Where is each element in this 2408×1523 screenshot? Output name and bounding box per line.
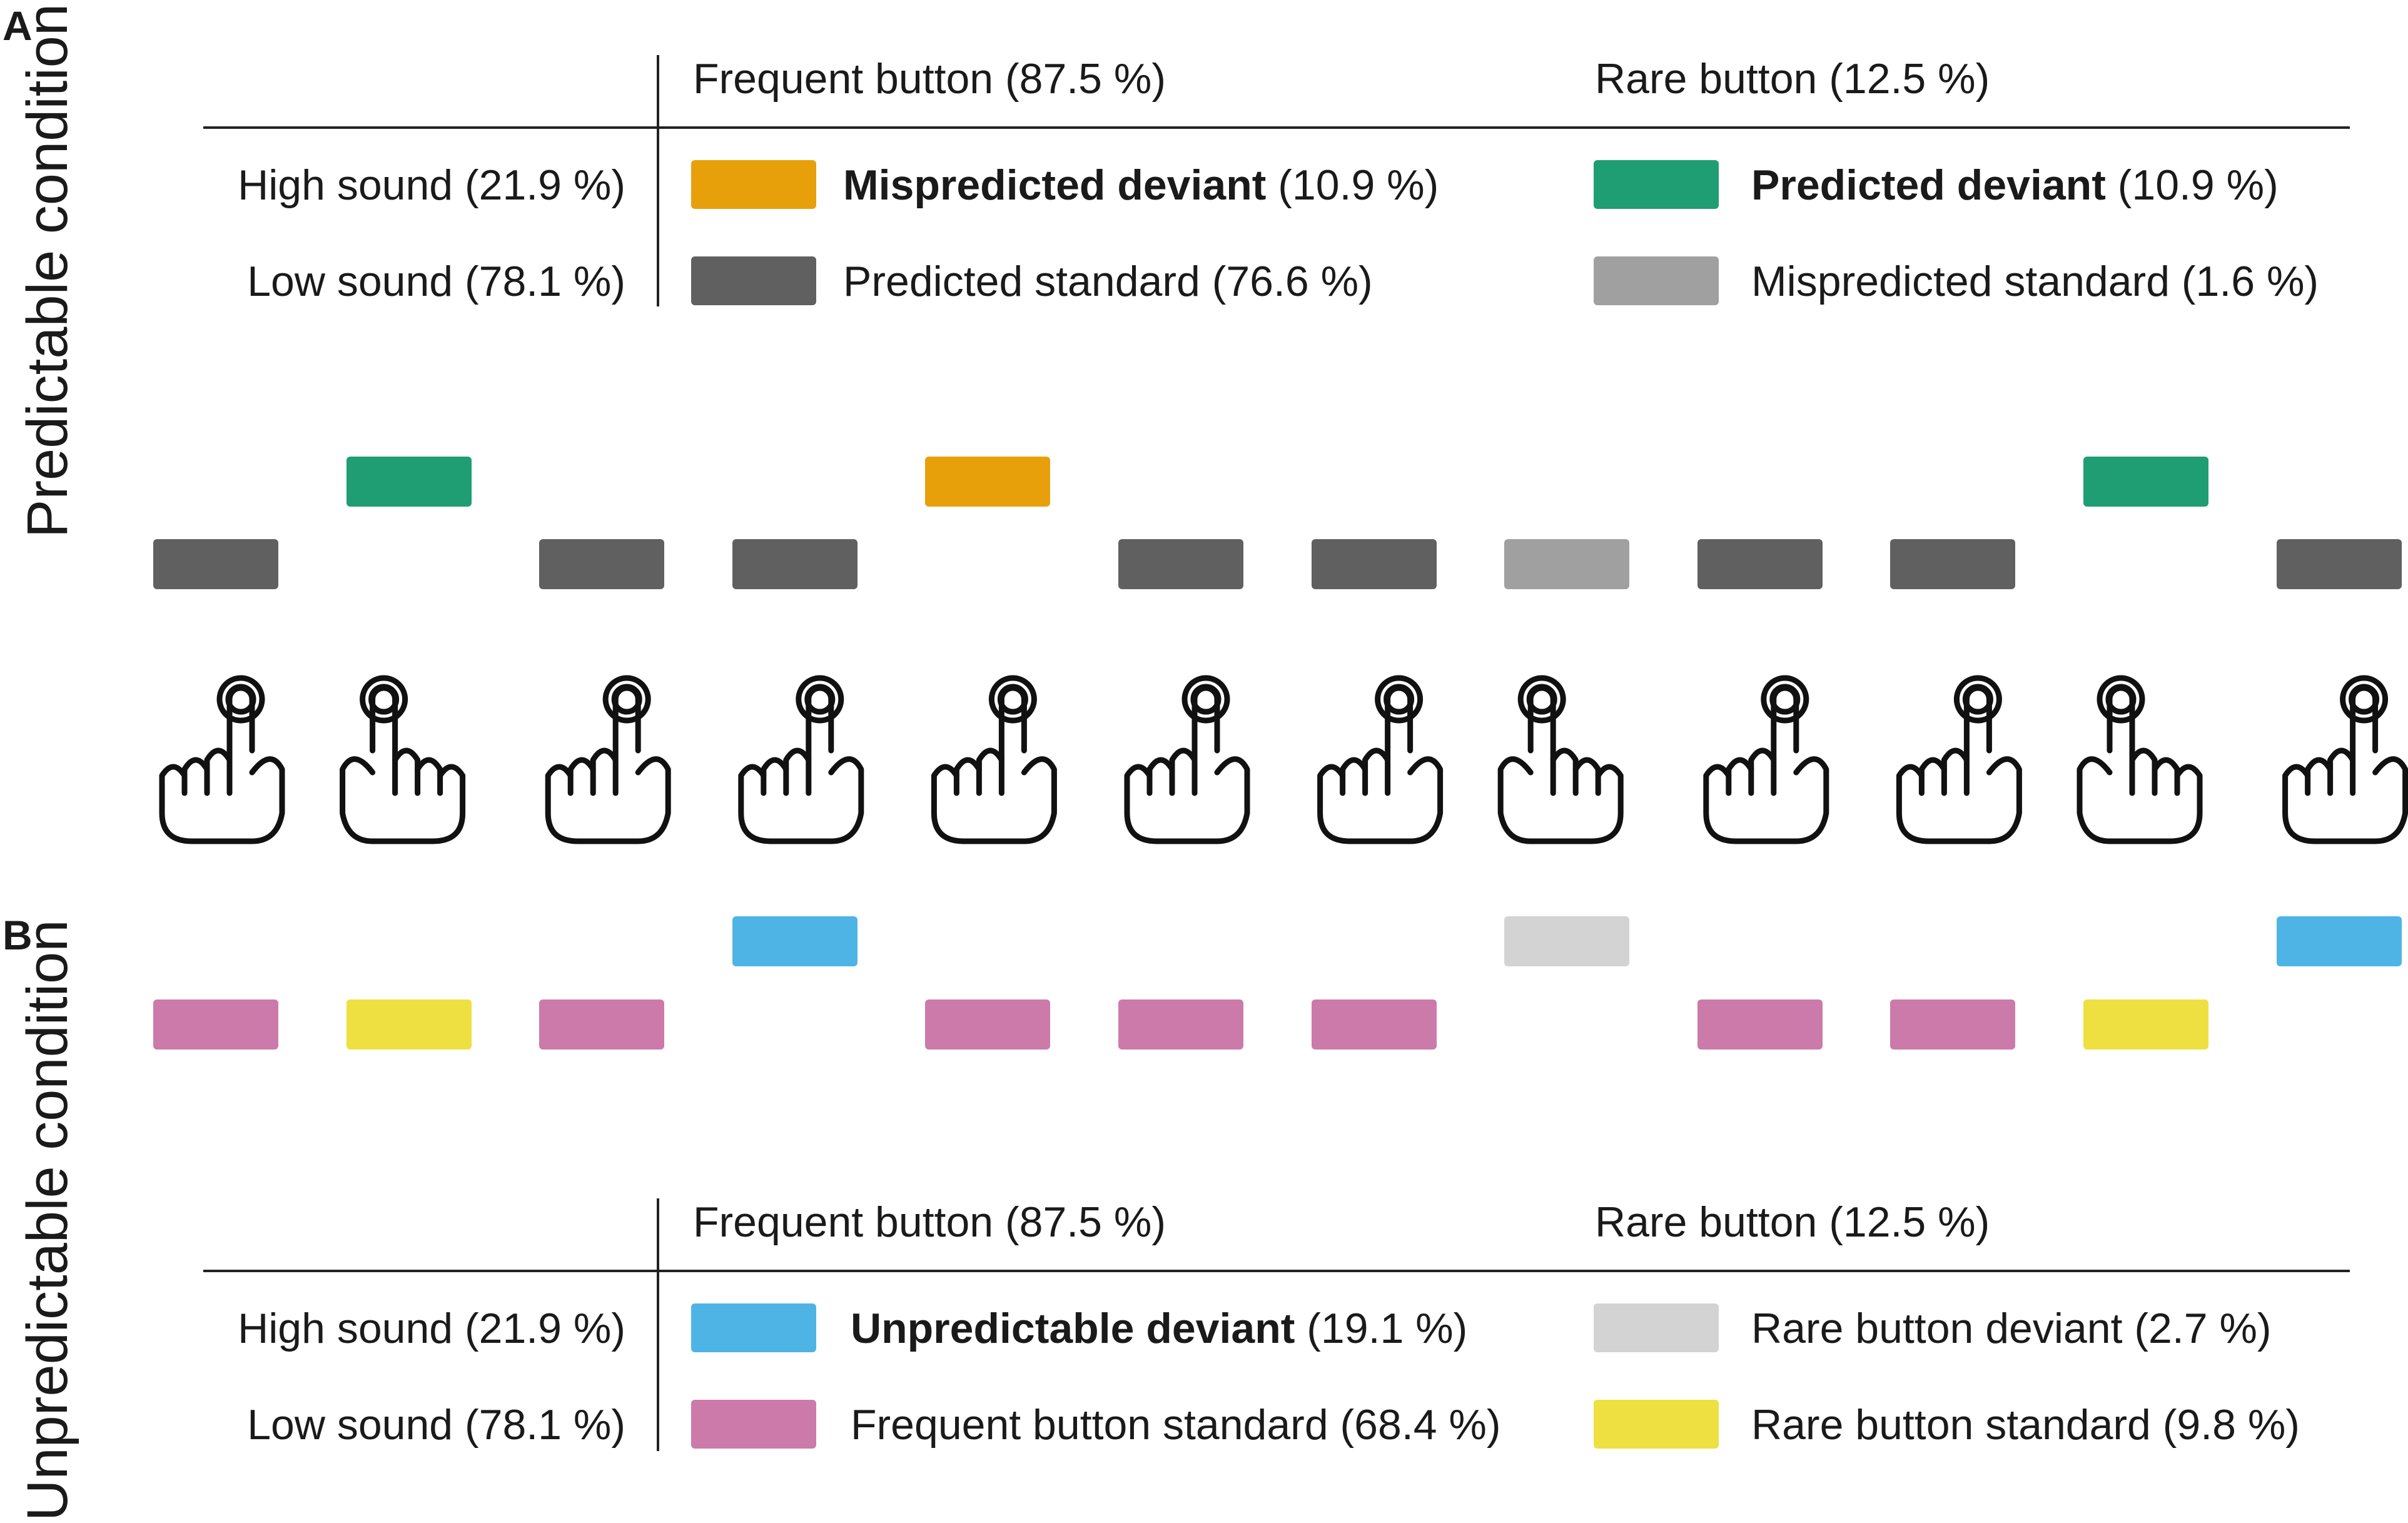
a-row-low-label: Low sound (78.1 %): [247, 258, 625, 305]
unpredictable-deviant-swatch: [691, 1303, 816, 1352]
unpredictable-tone-2: [346, 999, 472, 1050]
b-column-divider: [657, 1198, 659, 1451]
a-header-rule: [203, 126, 2350, 129]
predictable-tone-5: [925, 457, 1051, 507]
predictable-tone-8: [1504, 539, 1630, 589]
mispredicted-standard-swatch: [1594, 256, 1719, 305]
a-row-high-label: High sound (21.9 %): [238, 161, 625, 209]
b-header-rule: [203, 1270, 2350, 1272]
unpredictable-tone-6: [1118, 999, 1243, 1050]
b-row-high-label: High sound (21.9 %): [238, 1305, 625, 1352]
frequent-button-press-icon-6: [1124, 675, 1250, 844]
a-header-rare: Rare button (12.5 %): [1595, 55, 1990, 103]
unpredictable-tone-5: [925, 999, 1051, 1050]
b-header-rare: Rare button (12.5 %): [1595, 1198, 1990, 1246]
mispredicted-standard-label: Mispredicted standard (1.6 %): [1751, 258, 2319, 305]
rare-button-standard-swatch: [1594, 1400, 1719, 1449]
predictable-tone-6: [1118, 539, 1243, 589]
section-b-letter: B: [3, 912, 33, 958]
predicted-deviant-swatch: [1594, 160, 1719, 209]
frequent-button-press-icon-4: [738, 675, 864, 844]
predicted-standard-swatch: [691, 256, 816, 305]
frequent-button-press-icon-1: [159, 675, 285, 844]
frequent-button-press-icon-7: [1317, 675, 1444, 844]
unpredictable-tone-7: [1311, 999, 1437, 1050]
mispredicted-deviant-swatch: [691, 160, 816, 209]
rare-button-press-icon-2: [340, 675, 466, 844]
rare-button-standard-label: Rare button standard (9.8 %): [1751, 1401, 2300, 1449]
a-column-divider: [657, 55, 659, 306]
frequent-button-press-icon-12: [2282, 675, 2408, 844]
unpredictable-tone-11: [2083, 999, 2208, 1050]
frequent-button-press-icon-5: [931, 675, 1057, 844]
predictable-tone-1: [153, 539, 278, 589]
unpredictable-tone-1: [153, 999, 278, 1050]
b-header-frequent: Frequent button (87.5 %): [693, 1198, 1166, 1246]
predictable-tone-9: [1697, 539, 1823, 589]
rare-button-deviant-label: Rare button deviant (2.7 %): [1751, 1305, 2272, 1352]
predictable-tone-11: [2083, 457, 2208, 507]
predictable-tone-3: [539, 539, 665, 589]
predictable-tone-7: [1311, 539, 1437, 589]
predicted-standard-label: Predicted standard (76.6 %): [843, 258, 1373, 305]
unpredictable-tone-12: [2276, 916, 2402, 966]
predictable-tone-4: [732, 539, 857, 589]
rare-button-press-icon-11: [2077, 675, 2203, 844]
mispredicted-deviant-label: Mispredicted deviant (10.9 %): [843, 161, 1439, 209]
predicted-deviant-label: Predicted deviant (10.9 %): [1751, 161, 2279, 209]
frequent-button-press-icon-3: [545, 675, 671, 844]
rare-button-press-icon-8: [1497, 675, 1624, 844]
predictable-tone-12: [2276, 539, 2402, 589]
frequent-button-press-icon-9: [1703, 675, 1829, 844]
predictable-tone-10: [1890, 539, 2016, 589]
rare-button-deviant-swatch: [1594, 1303, 1719, 1352]
a-header-frequent: Frequent button (87.5 %): [693, 55, 1166, 103]
unpredictable-tone-8: [1504, 916, 1630, 966]
predictable-tone-2: [346, 457, 472, 507]
frequent-button-standard-swatch: [691, 1400, 816, 1449]
frequent-button-standard-label: Frequent button standard (68.4 %): [851, 1401, 1501, 1449]
frequent-button-press-icon-10: [1896, 675, 2022, 844]
unpredictable-tone-3: [539, 999, 665, 1050]
unpredictable-deviant-label: Unpredictable deviant (19.1 %): [851, 1305, 1468, 1352]
unpredictable-tone-10: [1890, 999, 2016, 1050]
b-row-low-label: Low sound (78.1 %): [247, 1401, 625, 1449]
section-a-letter: A: [3, 3, 33, 49]
unpredictable-tone-4: [732, 916, 857, 966]
unpredictable-tone-9: [1697, 999, 1823, 1050]
